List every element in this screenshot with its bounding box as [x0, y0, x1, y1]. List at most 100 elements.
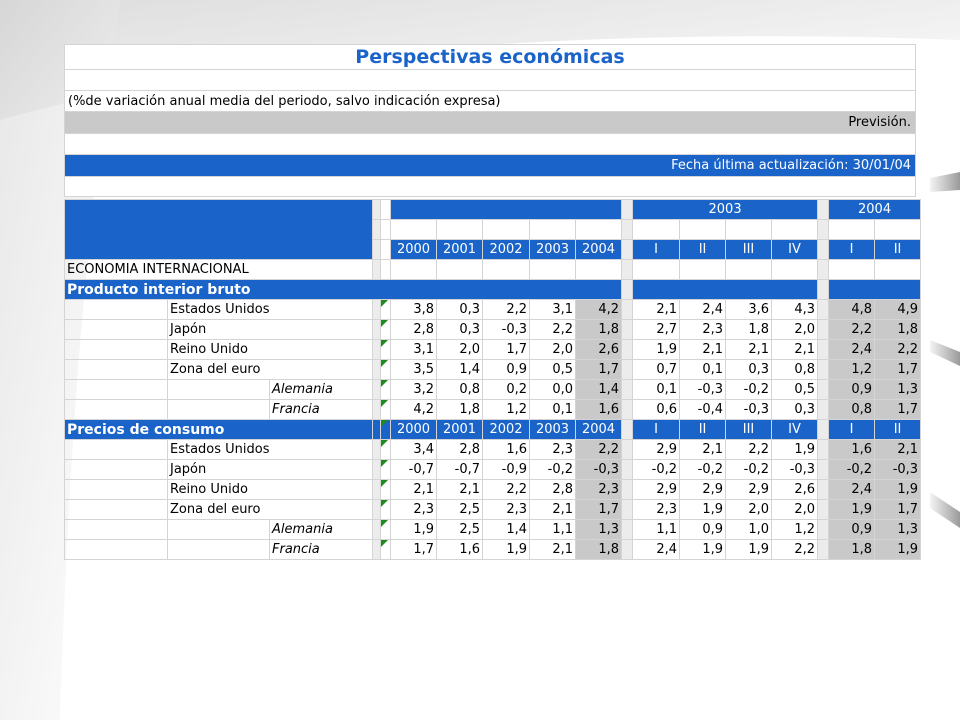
cell-value: 1,9 [482, 539, 531, 560]
cell-value: -0,2 [529, 459, 577, 480]
cell-value: 0,3 [436, 299, 484, 320]
header-year-2004: 2004 [828, 199, 922, 220]
table-row: Francia 4,2 1,8 1,2 0,1 1,6 0,6 -0,4 -0,3 0,3 0,8 1… [64, 399, 922, 420]
col-header: IV [771, 419, 819, 440]
cell-value: 2,7 [632, 319, 681, 340]
row-label: Francia [268, 539, 374, 560]
cell-value: 2,1 [632, 299, 681, 320]
cell-value: 4,8 [828, 299, 876, 320]
cell-value: 1,9 [679, 539, 727, 560]
cell-value: 1,7 [575, 499, 623, 520]
section-title: Producto interior bruto [63, 279, 623, 300]
cell-value: 1,7 [482, 339, 531, 360]
col-header: 2004 [575, 239, 623, 260]
spacer-row [64, 134, 916, 155]
cell-value: 1,2 [771, 519, 819, 540]
col-header: 2003 [529, 239, 577, 260]
cell-value: 1,2 [482, 399, 531, 420]
cell-value: -0,3 [482, 319, 531, 340]
cell-value: 1,2 [828, 359, 876, 380]
cell-value: 3,1 [390, 339, 438, 360]
cell-value: 2,2 [874, 339, 922, 360]
cell-value: 2,5 [436, 519, 484, 540]
section-title: Precios de consumo [63, 419, 374, 440]
cell-value: -0,7 [436, 459, 484, 480]
cell-value: -0,2 [679, 459, 727, 480]
cell-value: 0,0 [529, 379, 577, 400]
cell-value: 2,2 [725, 439, 773, 460]
cell-value: 3,6 [725, 299, 773, 320]
section-main-title: ECONOMIA INTERNACIONAL [63, 259, 374, 280]
cell-value: 2,2 [828, 319, 876, 340]
cell-value: -0,7 [390, 459, 438, 480]
cell-value: 0,9 [828, 519, 876, 540]
row-label: Zona del euro [166, 499, 374, 520]
col-header: III [725, 239, 773, 260]
header-row-blank [65, 219, 922, 240]
col-header: II [874, 419, 922, 440]
row-label: Japón [166, 319, 374, 340]
update-date: Fecha última actualización: 30/01/04 [671, 158, 911, 173]
cell-value: 0,3 [771, 399, 819, 420]
cell-value: 2,2 [575, 439, 623, 460]
cell-value: 1,9 [679, 499, 727, 520]
row-label: Alemania [268, 379, 374, 400]
table-row: Estados Unidos 3,8 0,3 2,2 3,1 4,2 2,1 2,4 3,6 4,… [64, 299, 922, 320]
cell-value: 2,1 [529, 499, 577, 520]
cell-value: 0,9 [679, 519, 727, 540]
table-row: Zona del euro 3,5 1,4 0,9 0,5 1,7 0,7 0,1 0,3 0,8… [64, 359, 922, 380]
cell-value: 3,5 [390, 359, 438, 380]
cell-value: 1,9 [632, 339, 681, 360]
cell-value: 2,1 [679, 439, 727, 460]
cell-value: 1,7 [874, 359, 922, 380]
cell-value: 2,0 [436, 339, 484, 360]
cell-value: 1,9 [874, 479, 922, 500]
row-label: Reino Unido [166, 479, 374, 500]
cell-value: 2,1 [874, 439, 922, 460]
col-header: 2004 [575, 419, 623, 440]
col-header: III [725, 419, 773, 440]
col-header: I [632, 239, 681, 260]
forecast-label: Previsión. [848, 115, 911, 130]
cell-value: 1,7 [390, 539, 438, 560]
cell-value: 2,2 [529, 319, 577, 340]
header-row-years: 2003 2004 [63, 199, 922, 260]
cell-value: 1,4 [482, 519, 531, 540]
cell-value: 3,1 [529, 299, 577, 320]
cell-value: 1,9 [771, 439, 819, 460]
cell-value: 2,2 [482, 479, 531, 500]
cell-value: 2,8 [436, 439, 484, 460]
cell-value: 1,8 [874, 319, 922, 340]
col-header: 2002 [482, 239, 531, 260]
cell-value: 0,5 [771, 379, 819, 400]
cell-value: 2,1 [725, 339, 773, 360]
cell-value: 2,4 [828, 339, 876, 360]
col-header: II [679, 239, 727, 260]
cell-value: 1,8 [575, 319, 623, 340]
col-header: 2001 [436, 239, 484, 260]
page-title: Perspectivas económicas [355, 46, 625, 68]
cell-value: 2,3 [679, 319, 727, 340]
cell-value: 2,3 [482, 499, 531, 520]
cell-value: 4,2 [390, 399, 438, 420]
table-row: Alemania 3,2 0,8 0,2 0,0 1,4 0,1 -0,3 -0,2 0,5 0,9… [64, 379, 922, 400]
cell-value: 2,9 [632, 479, 681, 500]
cell-value: 2,1 [771, 339, 819, 360]
cell-value: 2,1 [529, 539, 577, 560]
units-note: (%de variación anual media del periodo, … [68, 94, 501, 109]
table-row: Reino Unido 2,1 2,1 2,2 2,8 2,3 2,9 2,9 2,9 2,6 2,… [64, 479, 922, 500]
cell-value: 2,9 [679, 479, 727, 500]
cell-value: -0,3 [725, 399, 773, 420]
cell-value: 1,1 [529, 519, 577, 540]
cell-value: 1,8 [828, 539, 876, 560]
cell-value: 0,5 [529, 359, 577, 380]
cell-value: 1,0 [725, 519, 773, 540]
cell-value: 2,1 [390, 479, 438, 500]
cell-value: 0,3 [725, 359, 773, 380]
forecast-band: Previsión. [64, 112, 916, 134]
table-row: Alemania 1,9 2,5 1,4 1,1 1,3 1,1 0,9 1,0 1,2 0,9 1,… [64, 519, 922, 540]
cell-value: 2,9 [725, 479, 773, 500]
col-header: II [874, 239, 922, 260]
table-row: Estados Unidos 3,4 2,8 1,6 2,3 2,2 2,9 2,1 2,2 1,… [64, 439, 922, 460]
row-label: Japón [166, 459, 374, 480]
